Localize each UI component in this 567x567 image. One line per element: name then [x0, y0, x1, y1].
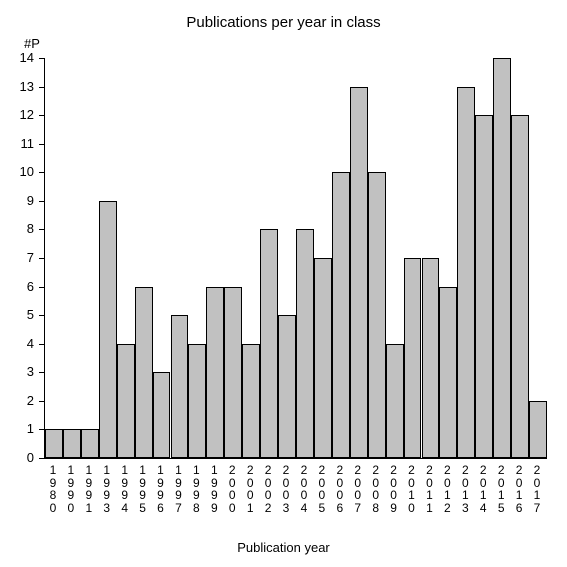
xtick-label: 1991 — [80, 464, 98, 514]
chart-container: Publications per year in class #P Public… — [0, 0, 567, 567]
xtick-label: 2003 — [277, 464, 295, 514]
ytick-mark — [39, 429, 44, 430]
xtick-label: 2000 — [223, 464, 241, 514]
xtick-label: 1990 — [62, 464, 80, 514]
bar — [493, 58, 511, 458]
bar — [511, 115, 529, 458]
ytick-label: 1 — [0, 421, 34, 436]
xtick-label: 2008 — [367, 464, 385, 514]
bar — [386, 344, 404, 458]
xtick-label: 1996 — [152, 464, 170, 514]
ytick-mark — [39, 401, 44, 402]
bar — [475, 115, 493, 458]
xtick-label: 2007 — [349, 464, 367, 514]
ytick-mark — [39, 315, 44, 316]
ytick-mark — [39, 458, 44, 459]
xtick-label: 2002 — [259, 464, 277, 514]
bar — [188, 344, 206, 458]
bar — [224, 287, 242, 458]
ytick-mark — [39, 201, 44, 202]
ytick-label: 2 — [0, 393, 34, 408]
ytick-label: 8 — [0, 221, 34, 236]
chart-title: Publications per year in class — [0, 14, 567, 31]
xtick-label: 1994 — [116, 464, 134, 514]
bar — [135, 287, 153, 458]
bar — [206, 287, 224, 458]
xtick-label: 2011 — [421, 464, 439, 514]
y-axis-label: #P — [24, 36, 40, 51]
xtick-label: 2012 — [438, 464, 456, 514]
ytick-label: 4 — [0, 336, 34, 351]
xtick-label: 1995 — [134, 464, 152, 514]
xtick-label: 1998 — [187, 464, 205, 514]
ytick-label: 13 — [0, 79, 34, 94]
plot-area — [44, 58, 547, 459]
ytick-mark — [39, 87, 44, 88]
xtick-label: 2010 — [403, 464, 421, 514]
ytick-mark — [39, 344, 44, 345]
xtick-label: 2015 — [492, 464, 510, 514]
xtick-label: 2006 — [331, 464, 349, 514]
ytick-label: 0 — [0, 450, 34, 465]
bar — [296, 229, 314, 458]
ytick-label: 9 — [0, 193, 34, 208]
bar — [529, 401, 547, 458]
ytick-mark — [39, 172, 44, 173]
bar — [278, 315, 296, 458]
ytick-mark — [39, 258, 44, 259]
bar — [368, 172, 386, 458]
x-axis-label: Publication year — [0, 540, 567, 555]
ytick-label: 6 — [0, 279, 34, 294]
bar — [242, 344, 260, 458]
bar — [404, 258, 422, 458]
bar — [439, 287, 457, 458]
bar — [422, 258, 440, 458]
bar — [117, 344, 135, 458]
bar — [45, 429, 63, 458]
ytick-mark — [39, 144, 44, 145]
ytick-mark — [39, 115, 44, 116]
xtick-label: 1997 — [170, 464, 188, 514]
bar — [332, 172, 350, 458]
ytick-label: 11 — [0, 136, 34, 151]
xtick-label: 1993 — [98, 464, 116, 514]
xtick-label: 1980 — [44, 464, 62, 514]
xtick-label: 2005 — [313, 464, 331, 514]
ytick-label: 5 — [0, 307, 34, 322]
bar — [171, 315, 189, 458]
ytick-label: 12 — [0, 107, 34, 122]
ytick-mark — [39, 372, 44, 373]
ytick-mark — [39, 287, 44, 288]
ytick-mark — [39, 229, 44, 230]
xtick-label: 2013 — [456, 464, 474, 514]
ytick-label: 7 — [0, 250, 34, 265]
xtick-label: 2004 — [295, 464, 313, 514]
ytick-label: 10 — [0, 164, 34, 179]
bar — [457, 87, 475, 458]
bar — [81, 429, 99, 458]
xtick-label: 2017 — [528, 464, 546, 514]
bar — [153, 372, 171, 458]
ytick-label: 14 — [0, 50, 34, 65]
xtick-label: 2016 — [510, 464, 528, 514]
bar — [260, 229, 278, 458]
ytick-label: 3 — [0, 364, 34, 379]
bar — [350, 87, 368, 458]
xtick-label: 2001 — [241, 464, 259, 514]
bar — [63, 429, 81, 458]
bar — [314, 258, 332, 458]
bar — [99, 201, 117, 458]
ytick-mark — [39, 58, 44, 59]
xtick-label: 2014 — [474, 464, 492, 514]
xtick-label: 2009 — [385, 464, 403, 514]
xtick-label: 1999 — [205, 464, 223, 514]
